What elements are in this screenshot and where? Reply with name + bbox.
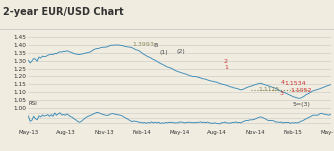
Text: B: B bbox=[154, 43, 158, 48]
Text: 5=(3): 5=(3) bbox=[293, 101, 311, 106]
Text: 1: 1 bbox=[224, 65, 228, 70]
Text: (2): (2) bbox=[176, 49, 185, 54]
Text: 3: 3 bbox=[280, 91, 284, 96]
Text: (1): (1) bbox=[160, 50, 168, 55]
Text: 1.3993: 1.3993 bbox=[133, 42, 155, 47]
Text: RSI: RSI bbox=[28, 101, 37, 106]
Text: 1.1534: 1.1534 bbox=[285, 81, 306, 86]
Text: 1.1115: 1.1115 bbox=[259, 87, 280, 92]
Text: 1.1052: 1.1052 bbox=[291, 88, 312, 93]
Text: 2-year EUR/USD Chart: 2-year EUR/USD Chart bbox=[3, 7, 124, 17]
Text: 2: 2 bbox=[223, 59, 227, 64]
Text: 4: 4 bbox=[281, 80, 285, 85]
